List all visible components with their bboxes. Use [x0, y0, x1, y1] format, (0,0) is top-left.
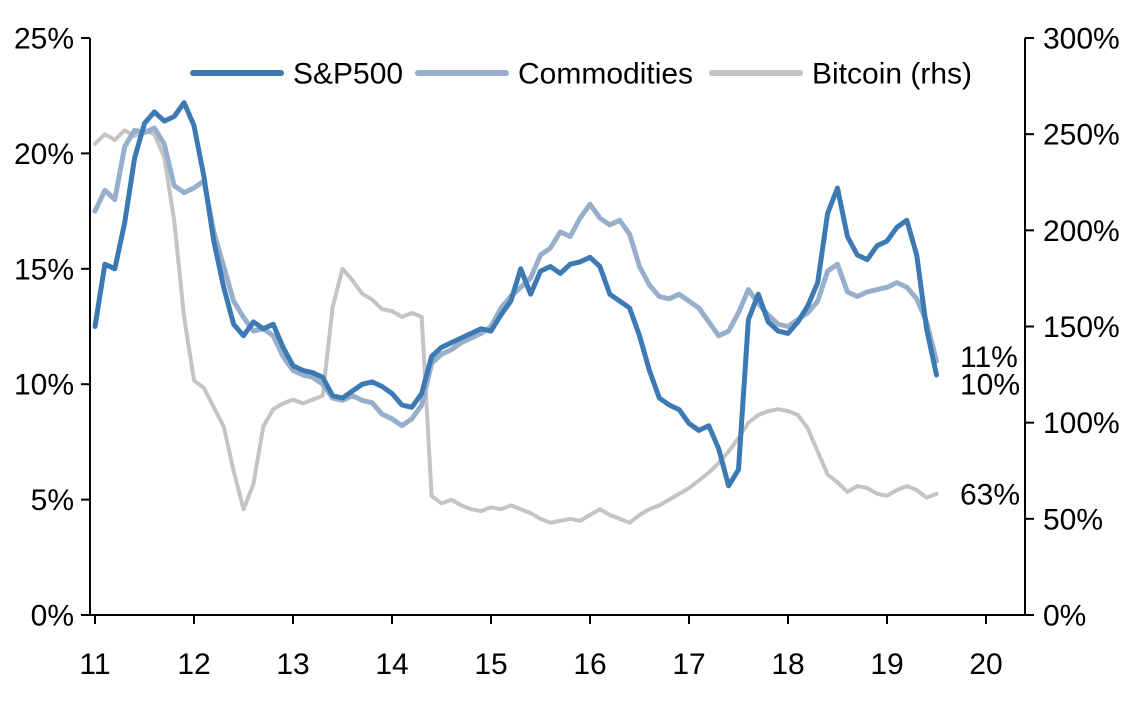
y-left-tick-label: 20%: [14, 138, 74, 171]
y-right-tick-label: 0%: [1043, 600, 1086, 633]
x-tick-label: 11: [79, 648, 110, 681]
y-right-tick-label: 100%: [1043, 407, 1120, 440]
x-tick-label: 13: [276, 648, 309, 681]
x-tick-label: 20: [969, 648, 1002, 681]
series-end-label: 10%: [960, 369, 1020, 402]
x-tick-label: 16: [573, 648, 606, 681]
y-right-tick-label: 250%: [1043, 119, 1120, 152]
x-tick-label: 12: [177, 648, 210, 681]
series-line-bitcoin-rhs: [93, 128, 939, 525]
y-left-tick-label: 25%: [14, 23, 74, 56]
y-left-tick-label: 15%: [14, 253, 74, 286]
legend-label: S&P500: [293, 58, 403, 91]
legend-item-commodities[interactable]: Commodities: [415, 58, 693, 91]
legend-item-s-p500[interactable]: S&P500: [190, 58, 403, 91]
y-right-tick-label: 50%: [1043, 503, 1103, 536]
x-tick-label: 19: [870, 648, 903, 681]
x-tick-label: 18: [771, 648, 804, 681]
y-left-tick-label: 0%: [31, 600, 74, 633]
x-tick-label: 14: [375, 648, 408, 681]
y-left-tick-label: 10%: [14, 369, 74, 402]
legend-item-bitcoin-rhs[interactable]: Bitcoin (rhs): [709, 58, 972, 91]
y-right-tick-label: 150%: [1043, 311, 1120, 344]
x-tick-label: 17: [672, 648, 705, 681]
legend-label: Commodities: [518, 58, 693, 91]
y-right-tick-label: 200%: [1043, 215, 1120, 248]
series-end-label: 63%: [960, 478, 1020, 511]
y-left-tick-label: 5%: [31, 484, 74, 517]
x-tick-label: 15: [474, 648, 507, 681]
y-right-tick-label: 300%: [1043, 23, 1120, 56]
series-end-label: 11%: [960, 341, 1018, 374]
legend-label: Bitcoin (rhs): [812, 58, 972, 91]
series-line-s-p500: [92, 100, 939, 489]
